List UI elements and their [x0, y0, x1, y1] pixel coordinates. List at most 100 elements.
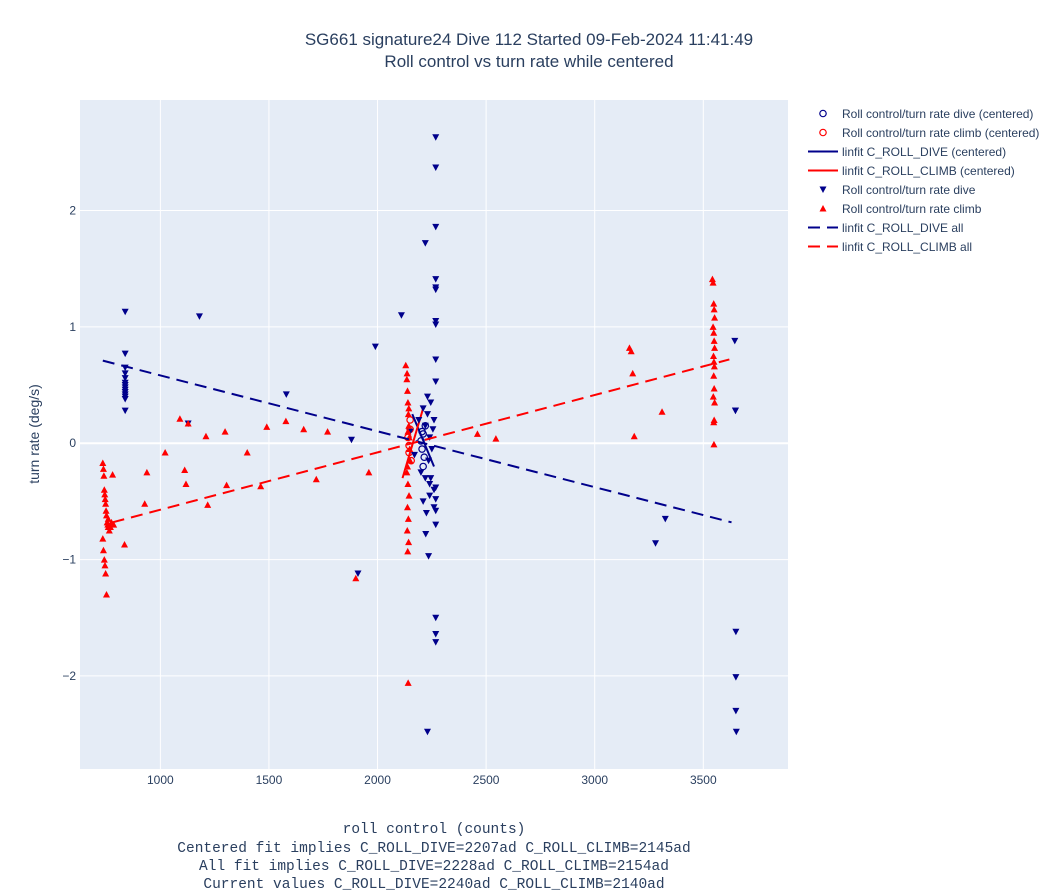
data-point	[404, 428, 412, 435]
legend-item[interactable]: Roll control/turn rate dive (centered)	[806, 104, 1054, 123]
data-point	[257, 482, 265, 490]
data-point	[404, 410, 412, 418]
x-axis-note-all-fit: All fit implies C_ROLL_DIVE=2228ad C_ROL…	[199, 859, 669, 875]
data-point	[492, 435, 500, 442]
data-point	[432, 484, 440, 491]
data-point	[184, 419, 192, 427]
data-point	[410, 451, 418, 459]
x-axis-note-current-values: Current values C_ROLL_DIVE=2240ad C_ROLL…	[203, 877, 665, 893]
legend-symbol	[819, 128, 827, 137]
legend-symbol	[808, 226, 838, 229]
data-point	[432, 286, 440, 294]
chart-subtitle: Roll control vs turn rate while centered	[384, 52, 674, 71]
data-point	[711, 314, 719, 321]
data-point	[432, 521, 440, 529]
legend-label: linfit C_ROLL_DIVE (centered)	[842, 144, 1007, 159]
data-point	[417, 469, 425, 476]
data-point	[711, 344, 719, 351]
data-point	[121, 540, 129, 548]
data-point	[421, 475, 429, 482]
data-point	[708, 275, 716, 283]
data-point	[432, 631, 440, 638]
x-axis-label: roll control (counts)	[342, 822, 526, 838]
legend-symbol	[819, 109, 827, 118]
data-point	[422, 530, 430, 538]
data-point	[101, 495, 109, 503]
data-point	[711, 399, 719, 406]
data-point	[710, 358, 718, 365]
data-point	[422, 510, 430, 517]
legend-item[interactable]: Roll control/turn rate dive	[806, 180, 1054, 199]
data-point	[404, 547, 412, 555]
data-point	[432, 276, 440, 283]
data-point	[324, 428, 332, 435]
legend-label: Roll control/turn rate climb	[842, 201, 982, 216]
data-point	[121, 396, 129, 403]
legend-item[interactable]: Roll control/turn rate climb (centered)	[806, 123, 1054, 142]
legend-label: Roll control/turn rate dive	[842, 182, 976, 197]
data-point	[415, 416, 423, 424]
data-point	[105, 526, 113, 534]
data-point	[99, 546, 107, 554]
legend-item[interactable]: linfit C_ROLL_CLIMB (centered)	[806, 161, 1054, 180]
data-point	[402, 361, 410, 369]
data-point	[141, 500, 149, 507]
data-point	[658, 408, 666, 415]
data-point	[365, 468, 373, 476]
data-point	[404, 462, 412, 470]
data-point	[732, 707, 740, 715]
data-point	[100, 472, 108, 479]
data-point	[710, 362, 718, 370]
y-axis-label: turn rate (deg/s)	[26, 384, 42, 484]
chart-title: SG661 signature24 Dive 112 Started 09-Fe…	[304, 30, 754, 49]
data-point	[405, 404, 413, 412]
data-point	[427, 475, 435, 482]
data-point	[181, 466, 189, 473]
data-point	[627, 347, 635, 355]
data-point	[99, 535, 107, 542]
data-point	[709, 393, 717, 400]
y-tick-label: −1	[62, 553, 76, 567]
series-roll-control-turn-rate-climb	[99, 275, 719, 686]
data-point	[710, 440, 718, 448]
data-point	[732, 628, 740, 636]
data-point	[423, 411, 431, 418]
data-point	[710, 372, 718, 379]
legend-symbol	[808, 245, 838, 248]
y-tick-label: 1	[69, 320, 76, 334]
data-point	[430, 504, 438, 511]
data-point	[432, 507, 440, 515]
data-point	[100, 556, 108, 563]
data-point	[731, 337, 739, 345]
data-point	[143, 468, 151, 476]
legend-item[interactable]: linfit C_ROLL_DIVE all	[806, 218, 1054, 237]
data-point	[397, 312, 405, 319]
legend-item[interactable]: linfit C_ROLL_DIVE (centered)	[806, 142, 1054, 161]
data-point	[432, 639, 440, 646]
chart-legend: Roll control/turn rate dive (centered) Ro…	[806, 104, 1054, 256]
data-point	[418, 445, 426, 453]
legend-item[interactable]: Roll control/turn rate climb	[806, 199, 1054, 218]
data-point	[419, 405, 427, 412]
data-point	[223, 481, 231, 489]
data-point	[102, 500, 110, 507]
data-point	[371, 343, 379, 351]
data-point	[709, 279, 717, 286]
x-tick-label: 3500	[690, 773, 717, 787]
data-point	[110, 521, 118, 528]
data-point	[710, 418, 718, 426]
data-point	[630, 432, 638, 440]
data-point	[176, 415, 184, 422]
data-point	[121, 370, 129, 377]
data-point	[652, 540, 660, 547]
data-point	[405, 538, 413, 546]
data-point	[221, 428, 229, 435]
data-point	[121, 375, 129, 382]
legend-item[interactable]: linfit C_ROLL_CLIMB all	[806, 237, 1054, 256]
data-point	[432, 321, 440, 329]
data-point	[204, 501, 212, 508]
data-point	[710, 337, 718, 344]
data-point	[404, 399, 412, 406]
